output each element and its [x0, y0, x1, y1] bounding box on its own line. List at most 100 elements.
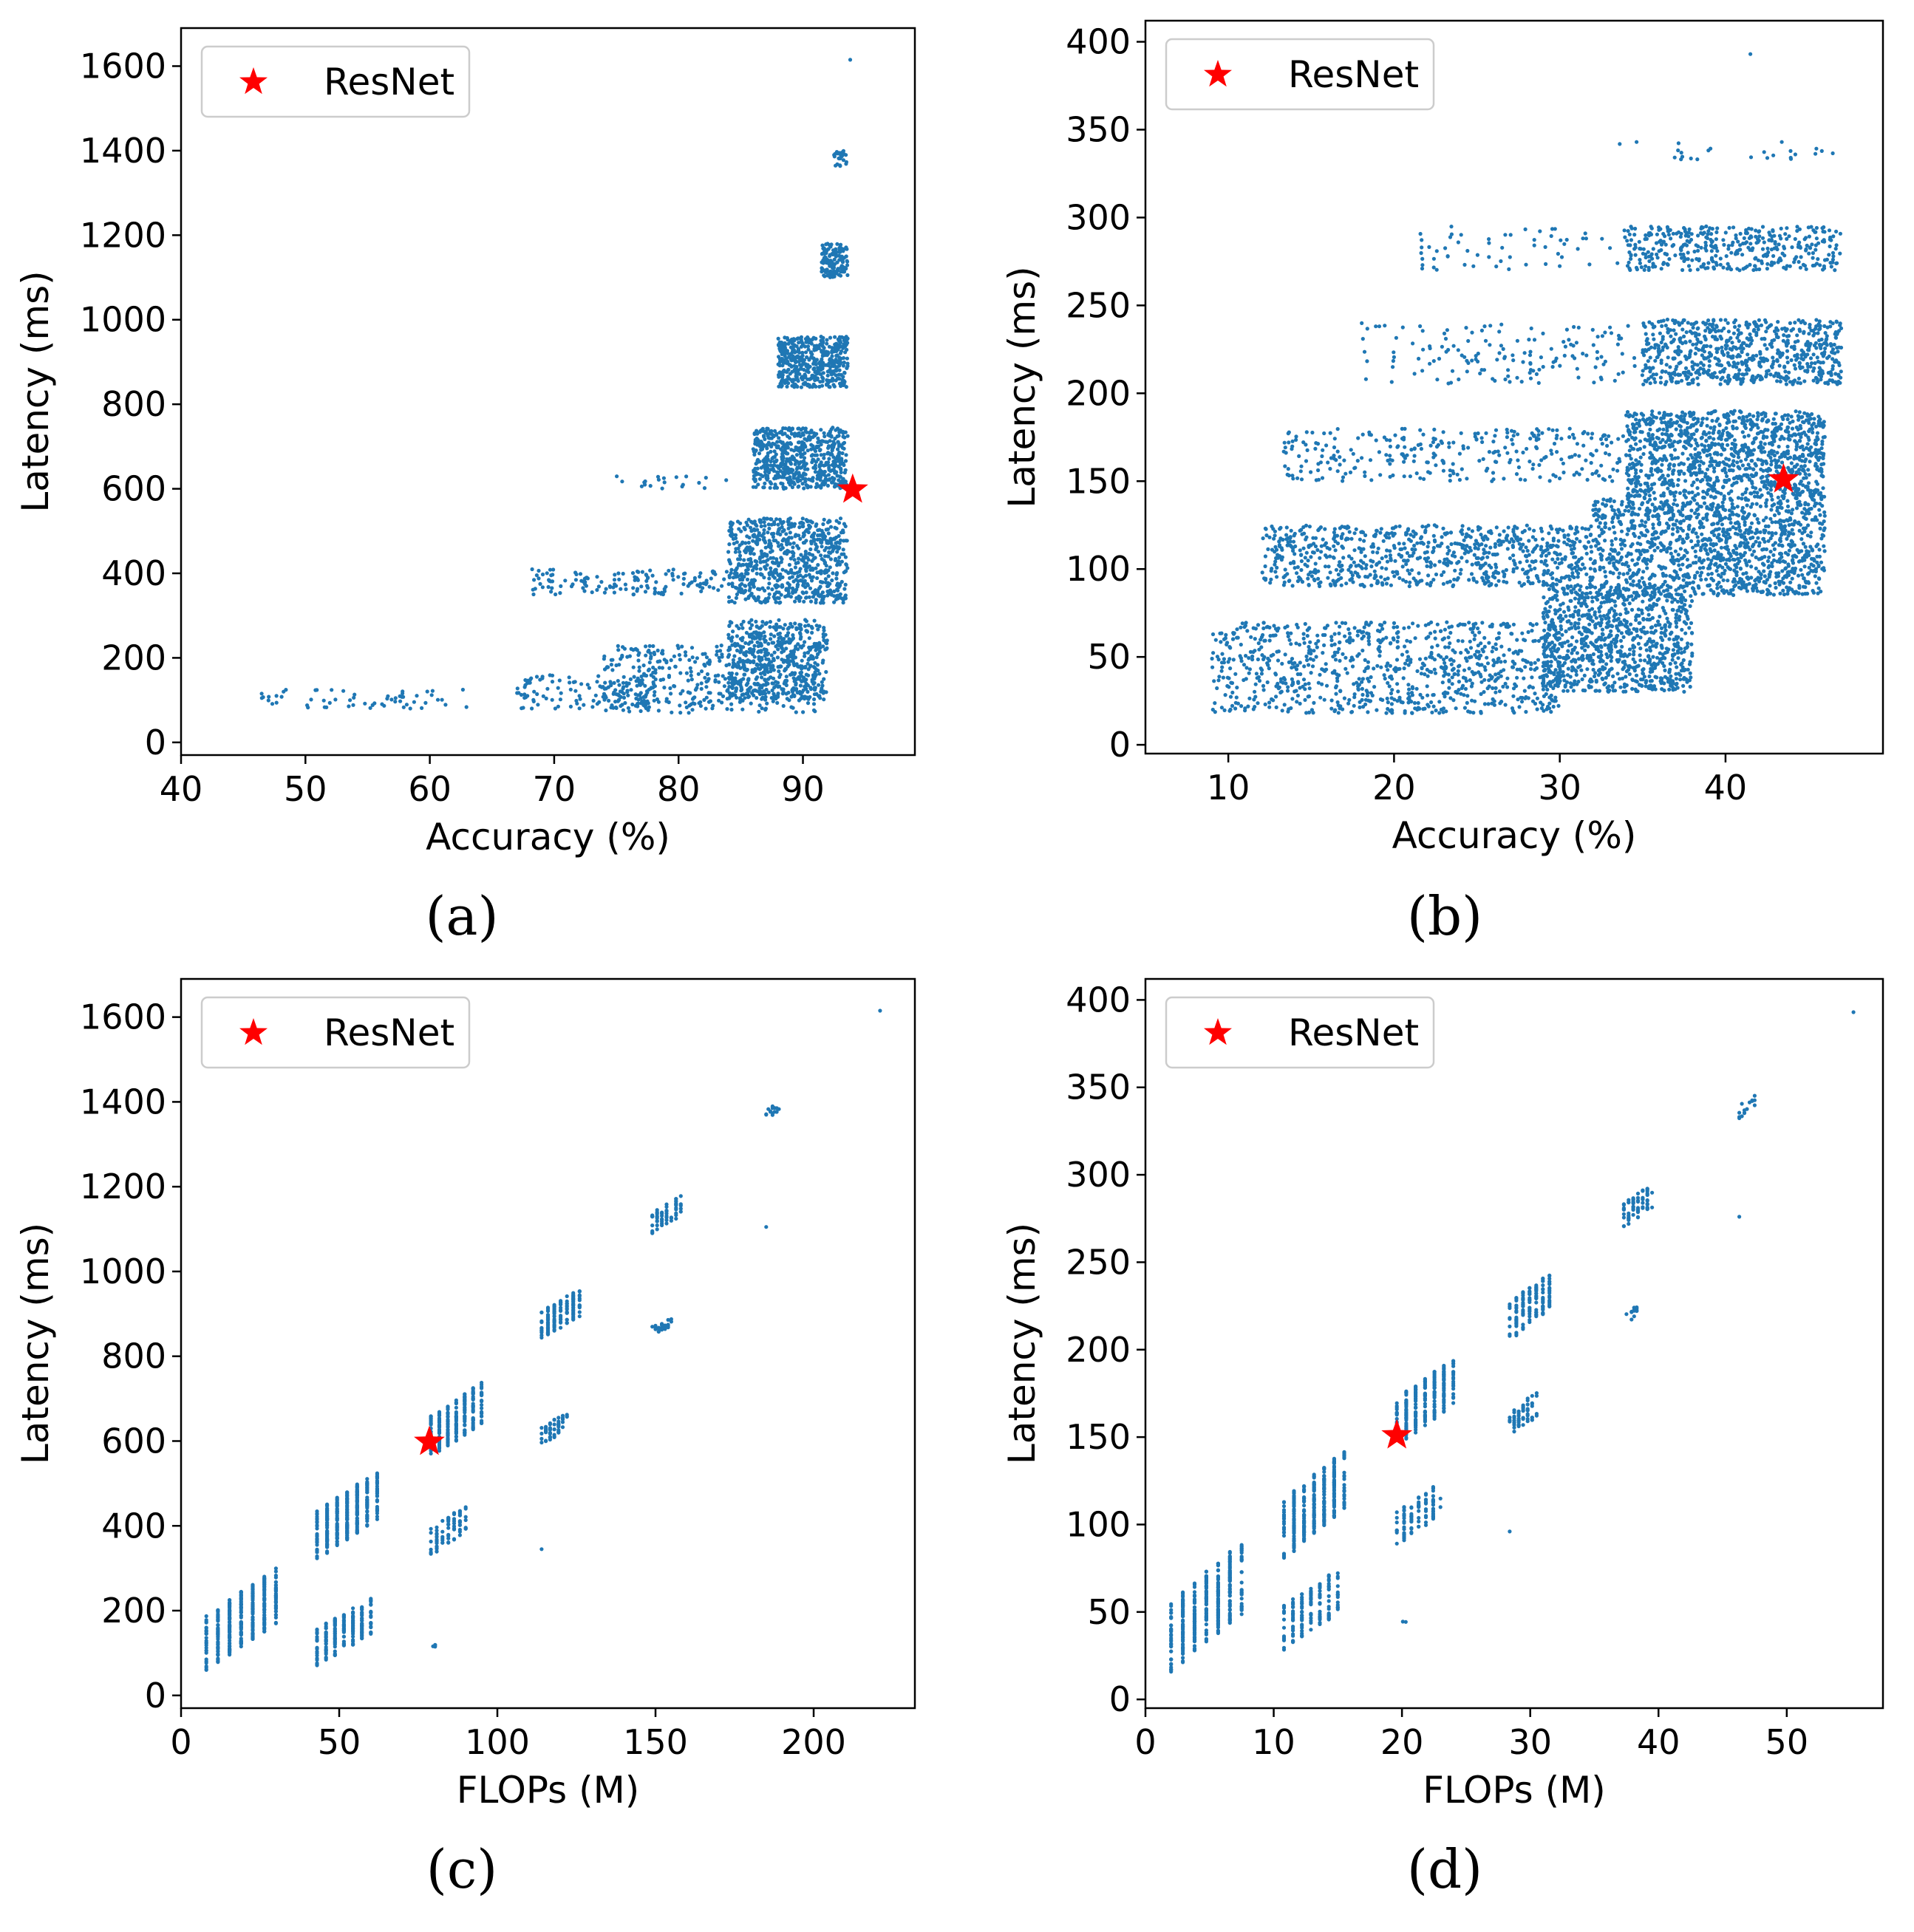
data-point	[1511, 694, 1516, 698]
data-point	[710, 706, 715, 711]
data-point	[777, 669, 781, 674]
data-point	[1522, 676, 1526, 680]
data-point	[1408, 699, 1412, 703]
data-point	[1485, 686, 1490, 691]
data-point	[781, 378, 786, 383]
data-point	[651, 644, 655, 649]
data-point	[835, 434, 839, 439]
data-point	[800, 431, 805, 436]
data-point	[763, 539, 767, 543]
data-point	[795, 354, 800, 358]
data-point	[834, 594, 839, 598]
data-point	[801, 591, 806, 595]
data-point	[766, 440, 771, 445]
data-point	[1550, 595, 1555, 600]
data-point	[812, 697, 817, 702]
data-point	[1649, 625, 1653, 630]
data-point	[729, 567, 734, 572]
data-point	[806, 435, 811, 440]
data-point	[777, 436, 781, 440]
data-point	[772, 561, 776, 565]
data-point	[1377, 654, 1382, 658]
data-point	[1516, 697, 1520, 702]
data-point	[1503, 703, 1508, 707]
data-point	[1228, 694, 1233, 699]
data-point	[796, 379, 800, 383]
data-point	[1355, 680, 1359, 685]
data-point	[1318, 695, 1323, 700]
data-point	[756, 644, 760, 649]
data-point	[758, 572, 763, 576]
data-point	[1384, 711, 1389, 715]
data-point	[763, 640, 767, 644]
data-point	[577, 706, 582, 711]
data-point	[775, 655, 780, 660]
data-point	[823, 440, 828, 444]
data-point	[823, 255, 828, 259]
data-point	[777, 527, 782, 531]
data-point	[791, 480, 796, 485]
data-point	[771, 441, 775, 446]
data-point	[1301, 632, 1306, 636]
data-point	[1475, 662, 1480, 666]
data-point	[762, 637, 766, 641]
data-point	[1579, 604, 1584, 608]
data-point	[1372, 685, 1377, 689]
data-point	[766, 454, 770, 458]
data-point	[1597, 689, 1601, 693]
data-point	[1394, 669, 1398, 674]
data-point	[797, 677, 802, 681]
data-point	[743, 541, 748, 545]
data-point	[681, 576, 687, 581]
data-point	[718, 658, 722, 663]
data-point	[1594, 638, 1598, 643]
legend-star-icon	[239, 67, 268, 95]
data-point	[1219, 640, 1223, 644]
data-point	[1465, 700, 1469, 706]
data-point	[786, 517, 791, 522]
data-point	[549, 590, 554, 594]
data-point	[831, 252, 835, 256]
data-point	[1630, 686, 1635, 692]
data-point	[1499, 644, 1504, 649]
data-point	[1451, 659, 1456, 663]
data-point	[704, 685, 709, 689]
data-point	[828, 335, 833, 340]
data-point	[771, 574, 775, 578]
data-point	[809, 654, 814, 658]
data-point	[841, 264, 845, 269]
data-point	[776, 647, 780, 652]
data-point	[1665, 616, 1669, 621]
data-point	[715, 644, 719, 649]
data-point	[729, 707, 734, 712]
data-point	[777, 640, 782, 644]
data-point	[1213, 701, 1217, 706]
data-point	[1658, 614, 1662, 619]
data-point	[747, 582, 752, 587]
data-point	[760, 658, 764, 662]
data-point	[1602, 600, 1607, 604]
x-tick-label: 90	[781, 769, 825, 809]
data-point	[1689, 598, 1695, 604]
data-point	[828, 565, 832, 570]
data-point	[792, 385, 797, 389]
data-point	[796, 579, 800, 584]
data-point	[800, 658, 804, 663]
data-point	[796, 485, 800, 489]
data-point	[1383, 676, 1387, 681]
data-point	[545, 571, 549, 576]
data-point	[1392, 625, 1396, 629]
data-point	[798, 434, 803, 439]
data-point	[812, 434, 817, 438]
data-point	[1456, 638, 1460, 643]
data-point	[789, 595, 793, 599]
data-point	[1246, 704, 1250, 709]
data-point	[1549, 663, 1553, 668]
data-point	[1683, 646, 1687, 651]
data-point	[1250, 654, 1255, 659]
data-point	[1688, 684, 1692, 689]
data-point	[687, 658, 692, 663]
data-point	[1442, 674, 1446, 678]
data-point	[1583, 629, 1587, 633]
data-point	[1646, 612, 1651, 617]
